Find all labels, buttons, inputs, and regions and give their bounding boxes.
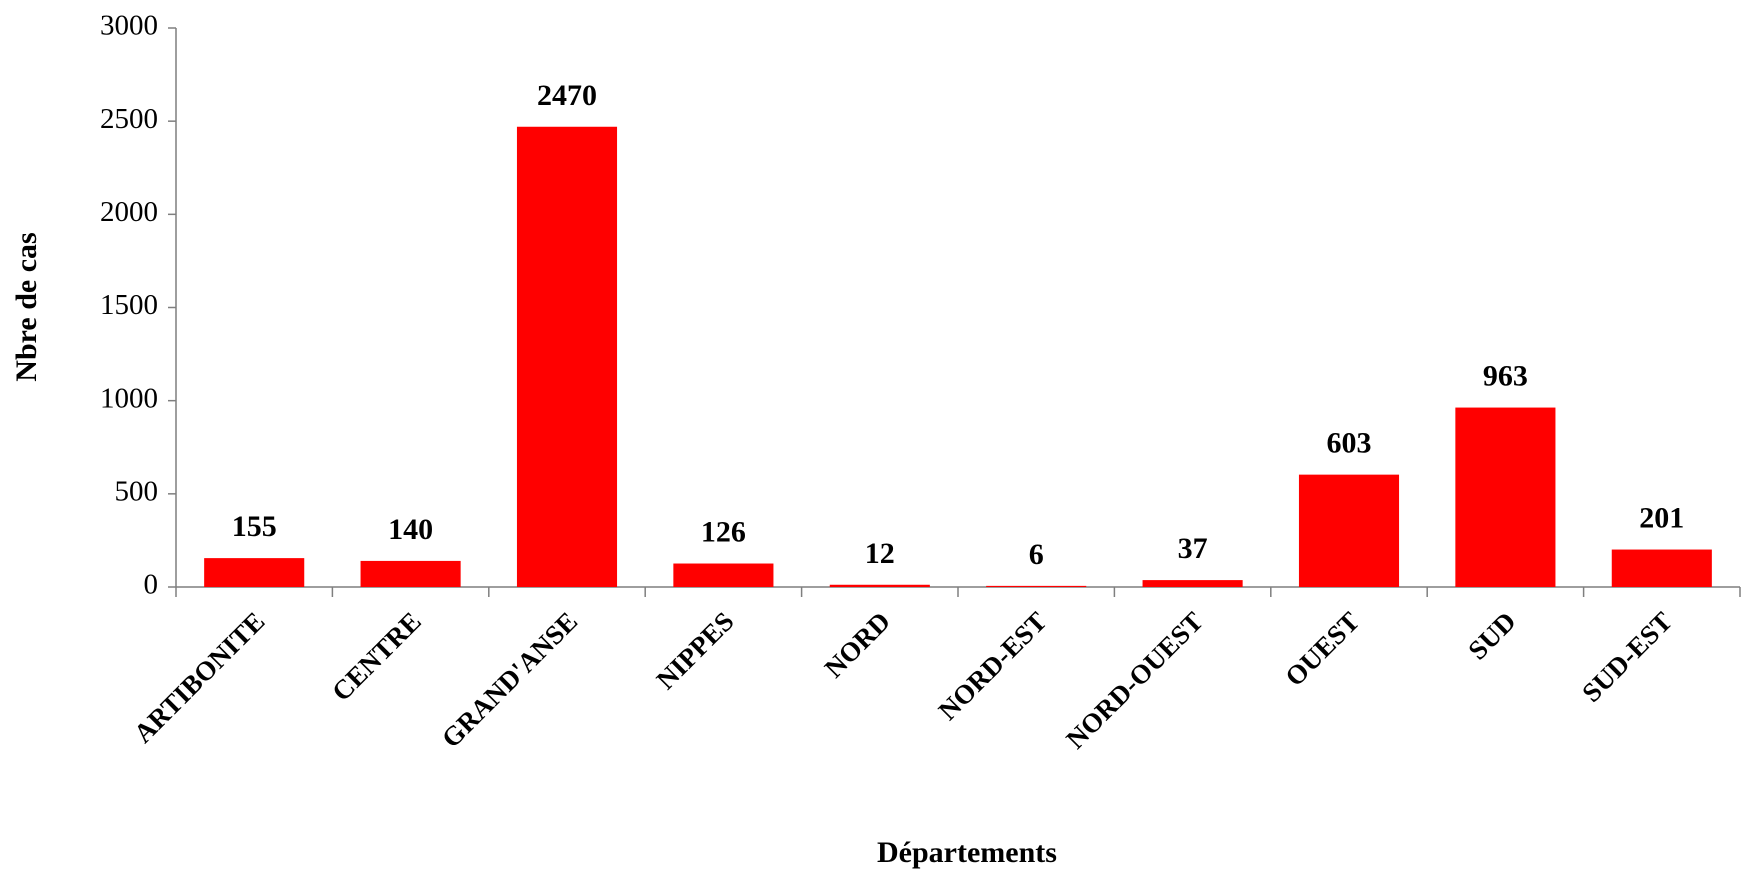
bar bbox=[673, 563, 774, 587]
y-tick-label: 0 bbox=[144, 569, 159, 601]
value-label: 6 bbox=[1029, 538, 1044, 571]
y-tick-label: 1000 bbox=[100, 382, 158, 414]
value-label: 37 bbox=[1178, 532, 1208, 565]
x-tick-label: NORD-EST bbox=[933, 606, 1053, 726]
bar bbox=[516, 126, 618, 588]
x-tick-label: NIPPES bbox=[651, 606, 740, 695]
x-tick-label: NORD-OUEST bbox=[1060, 606, 1209, 755]
bar bbox=[1611, 549, 1712, 587]
y-axis-title: Nbre de cas bbox=[10, 232, 43, 381]
x-tick-label: SUD-EST bbox=[1576, 606, 1678, 708]
x-tick-label: OUEST bbox=[1279, 606, 1365, 692]
value-label: 2470 bbox=[537, 79, 597, 112]
y-tick-label: 2000 bbox=[100, 196, 158, 228]
value-label: 12 bbox=[865, 537, 895, 570]
value-label: 201 bbox=[1639, 502, 1684, 535]
value-label: 963 bbox=[1483, 360, 1528, 393]
value-label: 603 bbox=[1327, 427, 1372, 460]
bar bbox=[986, 585, 1087, 587]
x-axis-title: Départements bbox=[877, 836, 1057, 869]
y-tick-label: 1500 bbox=[100, 289, 158, 321]
bar bbox=[829, 584, 930, 587]
x-tick-label: SUD bbox=[1462, 606, 1521, 665]
x-tick-label: ARTIBONITE bbox=[128, 606, 271, 749]
value-label: 140 bbox=[388, 513, 433, 546]
x-tick-label: CENTRE bbox=[326, 606, 427, 707]
x-tick-label: NORD bbox=[819, 606, 896, 683]
bar bbox=[1298, 474, 1400, 587]
x-tick-label: GRAND'ANSE bbox=[436, 606, 583, 753]
value-label: 155 bbox=[232, 510, 277, 543]
value-label: 126 bbox=[701, 516, 746, 549]
bar bbox=[1455, 407, 1556, 587]
y-tick-label: 2500 bbox=[100, 103, 158, 135]
bar bbox=[360, 560, 461, 587]
bar bbox=[204, 558, 305, 587]
y-tick-label: 3000 bbox=[100, 10, 158, 42]
bar bbox=[1142, 580, 1243, 587]
y-tick-label: 500 bbox=[115, 475, 159, 507]
